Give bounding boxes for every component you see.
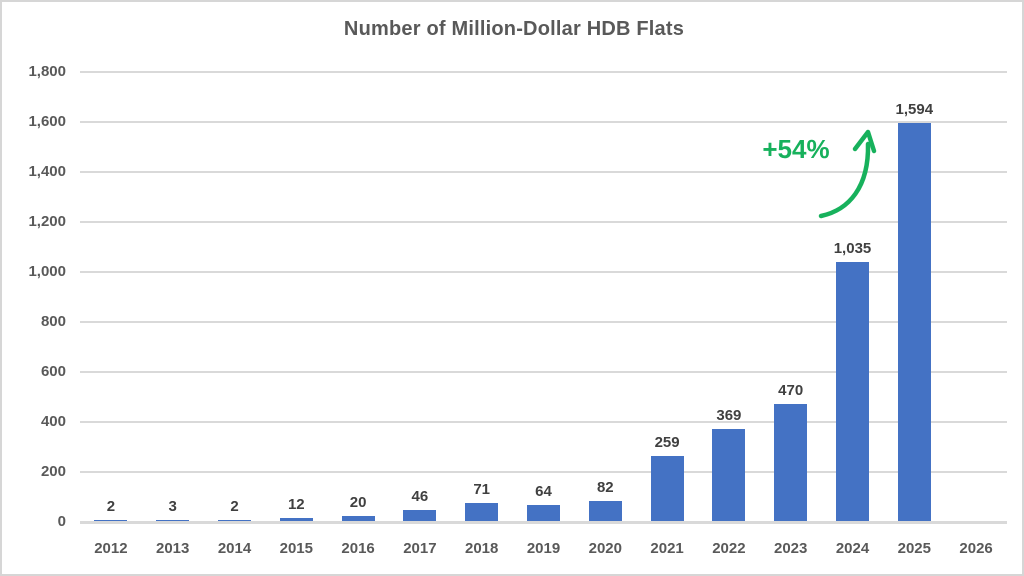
x-tick-label-2023: 2023 [774,540,808,557]
value-label-2022: 369 [716,406,742,424]
value-label-2015: 12 [287,496,305,513]
value-label-2023: 470 [778,381,804,399]
y-tick-label: 200 [40,463,66,480]
bar-2023 [774,403,808,521]
value-label-2013: 3 [168,498,177,515]
bar-2015 [279,518,313,521]
x-tick-label-2013: 2013 [156,540,190,557]
x-tick-label-2015: 2015 [279,540,313,557]
y-tick-label: 600 [40,363,66,380]
growth-annotation: +54% [762,134,830,164]
gridline [80,371,1007,373]
y-tick-label: 1,200 [28,213,66,230]
x-tick-label-2024: 2024 [835,540,870,557]
bar-2025 [897,122,931,521]
bar-2014 [218,520,251,521]
x-axis-line [80,521,1007,524]
x-tick-label-2022: 2022 [712,540,746,557]
gridline [80,71,1007,73]
x-tick-label-2025: 2025 [897,540,931,557]
bar-2019 [527,505,560,521]
x-tick-label-2020: 2020 [588,540,622,557]
y-tick-label: 800 [40,313,66,330]
value-label-2012: 2 [106,498,116,515]
plot-area: 2 3 2 12 20 46 71 64 82 259 369 470 1,035 1,594 [80,71,1007,524]
x-tick-label-2018: 2018 [465,540,499,557]
y-tick-label: 0 [57,513,66,530]
bar-2018 [465,503,499,521]
gridline [80,321,1007,323]
x-tick-label-2016: 2016 [341,540,375,557]
bar-2022 [712,428,746,521]
x-tick-label-2026: 2026 [959,540,993,557]
y-tick-label: 1,000 [28,263,66,280]
x-tick-label-2021: 2021 [650,540,684,557]
y-tick-label: 1,800 [28,63,66,80]
value-label-2021: 259 [654,434,680,452]
y-tick-label: 1,400 [28,163,66,180]
value-label-2017: 46 [411,487,429,505]
bar-2017 [403,509,437,521]
x-tick-label-2019: 2019 [526,540,561,557]
gridline [80,121,1007,123]
bar-2021 [650,456,684,521]
x-tick-label-2014: 2014 [217,540,252,557]
value-label-2018: 71 [473,481,491,499]
value-label-2020: 82 [596,478,614,496]
value-label-2016: 20 [349,494,367,511]
bar-2013 [156,520,190,521]
bar-2016 [341,516,375,521]
gridline [80,171,1007,173]
x-tick-label-2012: 2012 [94,540,128,557]
bar-2012 [94,520,128,521]
bar-2024 [836,262,869,521]
bar-2020 [588,500,622,521]
gridline [80,471,1007,473]
value-label-2019: 64 [535,483,552,500]
gridline [80,421,1007,423]
value-label-2024: 1,035 [833,240,872,258]
x-tick-label-2017: 2017 [403,540,437,557]
chart-title: Number of Million-Dollar HDB Flats [343,18,685,40]
gridline [80,271,1007,273]
y-tick-label: 1,600 [28,113,66,130]
value-label-2014: 2 [230,498,239,515]
gridline [80,221,1007,223]
value-label-2025: 1,594 [895,100,934,118]
y-tick-label: 400 [40,413,66,430]
